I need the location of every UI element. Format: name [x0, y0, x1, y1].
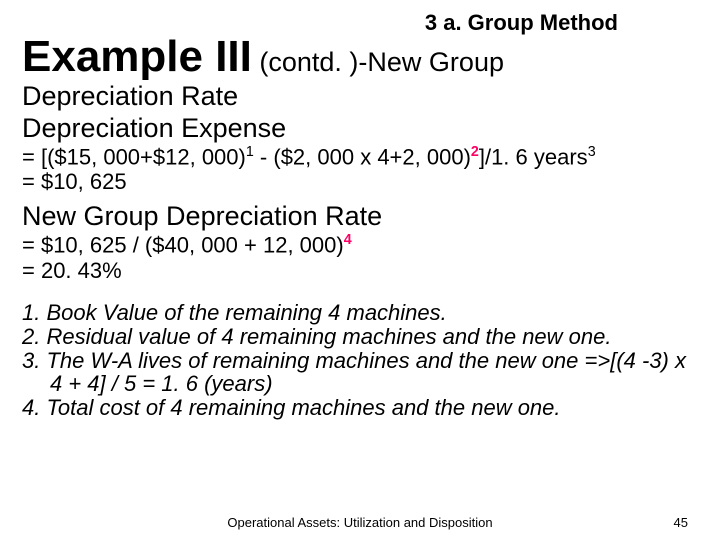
formula2-result: = 20. 43%	[22, 258, 698, 283]
formula1-mid: - ($2, 000 x 4+2, 000)	[254, 144, 471, 169]
formula1-lhs: = [($15, 000+$12, 000)	[22, 144, 246, 169]
section1-subheading: Depreciation Expense	[22, 114, 698, 144]
footnote-3: 3. The W-A lives of remaining machines a…	[22, 349, 698, 397]
superscript-1: 1	[246, 144, 254, 160]
formula2-main: = $10, 625 / ($40, 000 + 12, 000)	[22, 233, 344, 258]
superscript-4: 4	[344, 232, 352, 248]
superscript-2: 2	[471, 144, 479, 160]
footer-title: Operational Assets: Utilization and Disp…	[227, 515, 492, 530]
superscript-3: 3	[588, 144, 596, 160]
footnote-2: 2. Residual value of 4 remaining machine…	[22, 325, 698, 349]
footnote-4: 4. Total cost of 4 remaining machines an…	[22, 396, 698, 420]
title-sub: (contd. )-New Group	[252, 47, 504, 77]
footnote-1: 1. Book Value of the remaining 4 machine…	[22, 301, 698, 325]
footnotes: 1. Book Value of the remaining 4 machine…	[22, 301, 698, 420]
formula1-result: = $10, 625	[22, 169, 698, 194]
page-number: 45	[674, 515, 688, 530]
slide-title: Example III (contd. )-New Group	[22, 34, 698, 80]
formula2: = $10, 625 / ($40, 000 + 12, 000)4	[22, 232, 698, 258]
section2-heading: New Group Depreciation Rate	[22, 202, 698, 232]
section1-heading: Depreciation Rate	[22, 82, 698, 112]
slide-container: 3 a. Group Method Example III (contd. )-…	[0, 0, 720, 540]
formula1: = [($15, 000+$12, 000)1 - ($2, 000 x 4+2…	[22, 144, 698, 170]
title-main: Example III	[22, 32, 252, 81]
formula1-rhs: ]/1. 6 years	[479, 144, 588, 169]
